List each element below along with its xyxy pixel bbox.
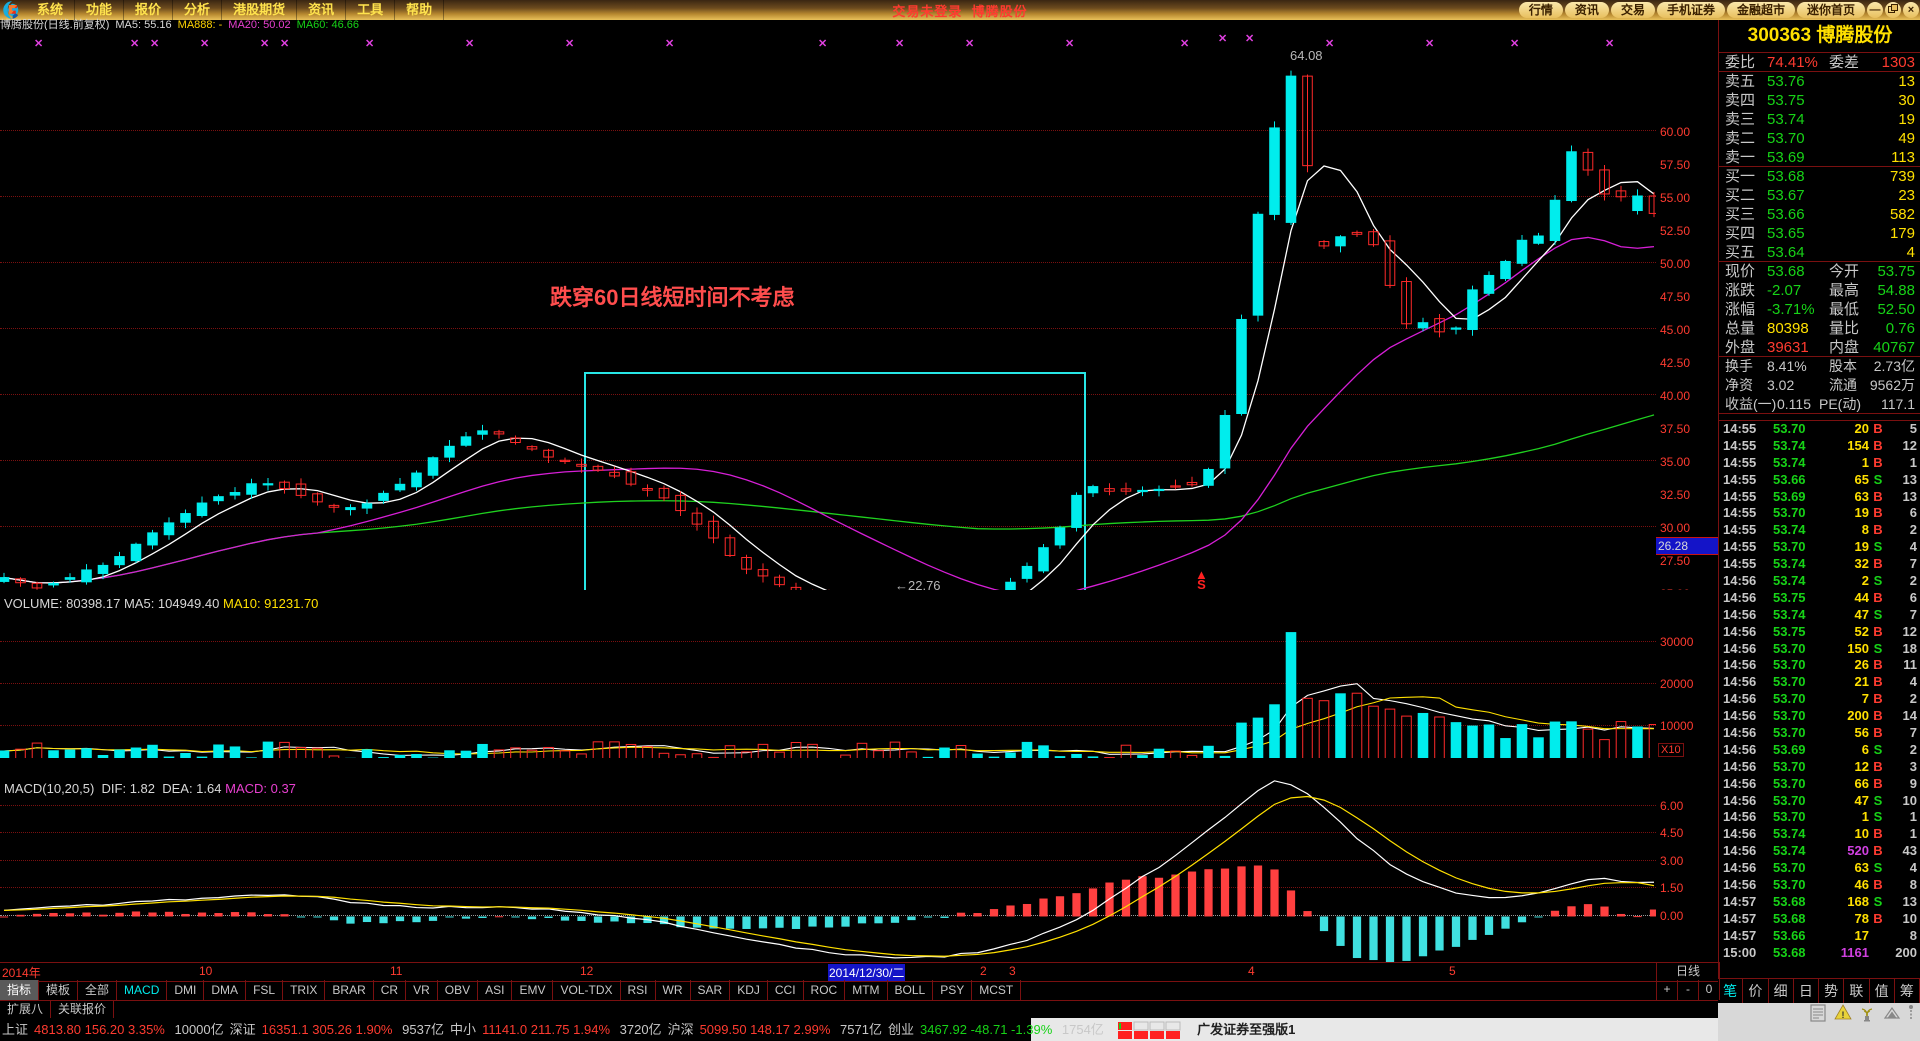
svg-text:!: ! <box>1841 1010 1844 1020</box>
